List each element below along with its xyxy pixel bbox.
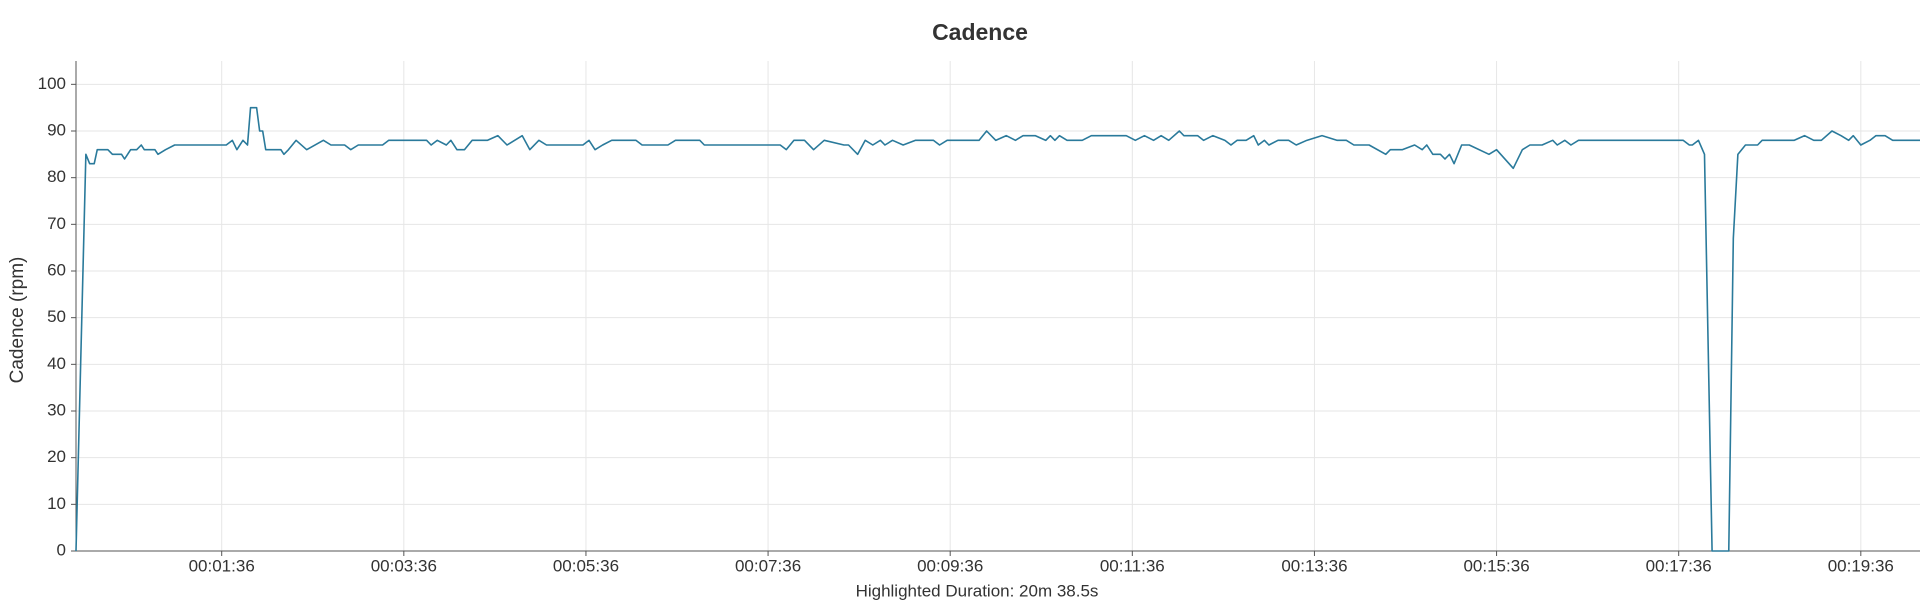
y-tick-label: 30 (47, 400, 66, 419)
x-tick-label: 00:01:36 (189, 556, 255, 575)
x-tick-label: 00:13:36 (1281, 556, 1347, 575)
duration-annotation: Highlighted Duration: 20m 38.5s (856, 581, 1099, 600)
cadence-line (75, 106, 1920, 552)
x-tick-label: 00:15:36 (1463, 556, 1529, 575)
y-tick-label: 20 (47, 447, 66, 466)
y-axis-label: Cadence (rpm) (7, 257, 28, 384)
y-tick-label: 100 (38, 74, 66, 93)
x-tick-label: 00:17:36 (1646, 556, 1712, 575)
y-tick-label: 10 (47, 494, 66, 513)
chart-title: Cadence (932, 19, 1028, 45)
y-tick-label: 40 (47, 354, 66, 373)
y-tick-label: 70 (47, 214, 66, 233)
y-tick-label: 50 (47, 307, 66, 326)
x-tick-label: 00:19:36 (1828, 556, 1894, 575)
x-tick-label: 00:05:36 (553, 556, 619, 575)
x-tick-label: 00:11:36 (1100, 556, 1165, 575)
y-tick-label: 80 (47, 167, 66, 186)
y-tick-label: 60 (47, 260, 66, 279)
x-tick-label: 00:07:36 (735, 556, 801, 575)
y-tick-label: 0 (57, 540, 66, 559)
y-tick-label: 90 (47, 120, 66, 139)
x-tick-label: 00:09:36 (917, 556, 983, 575)
x-tick-label: 00:03:36 (371, 556, 437, 575)
